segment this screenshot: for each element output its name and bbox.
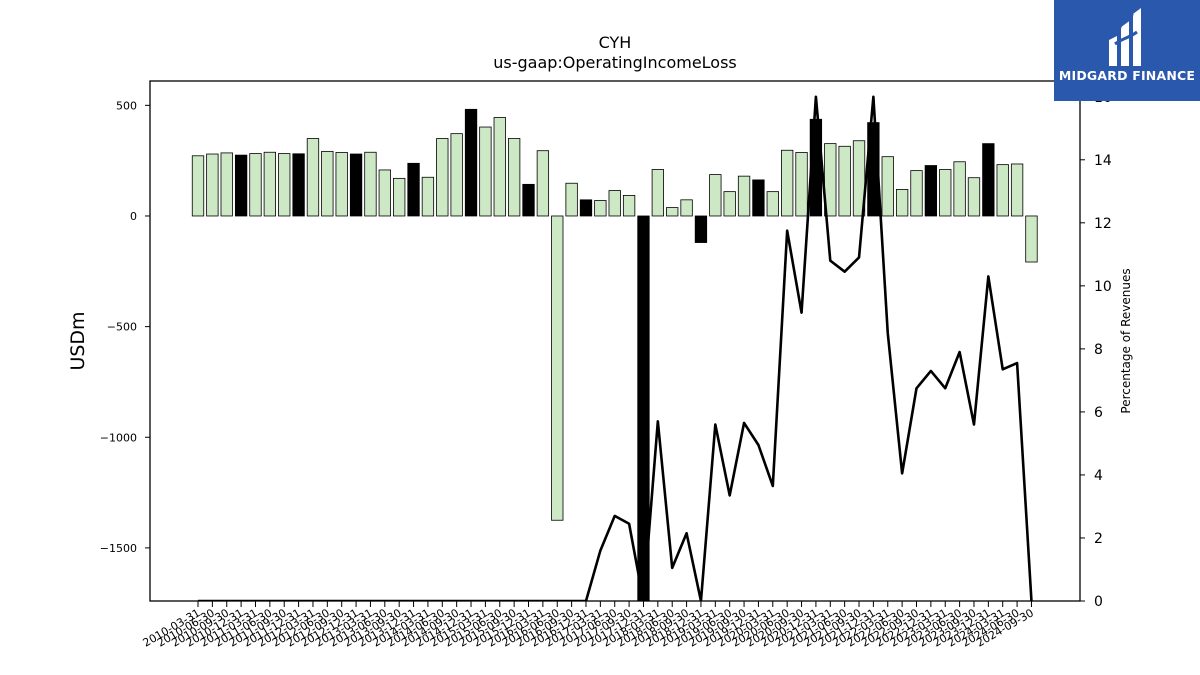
bar-2015-03-31 bbox=[479, 126, 492, 217]
y-tick-label: −1500 bbox=[100, 542, 137, 555]
midgard-logo-icon bbox=[1109, 8, 1141, 66]
bar-2015-12-31 bbox=[522, 183, 535, 217]
bar-2017-06-30 bbox=[608, 190, 621, 217]
bar-2014-03-31 bbox=[421, 176, 435, 217]
bar-2017-03-31 bbox=[594, 200, 607, 217]
bar-2024-03-31 bbox=[996, 164, 1009, 217]
y-axis-label: USDm bbox=[67, 311, 89, 370]
y2-tick-label: 14 bbox=[1094, 153, 1112, 169]
bar-2019-12-31 bbox=[752, 179, 765, 217]
y-tick-label: −500 bbox=[107, 321, 137, 334]
y2-tick: 12 bbox=[1080, 216, 1112, 232]
y2-tick-label: 2 bbox=[1094, 531, 1103, 547]
y2-tick: 4 bbox=[1080, 468, 1103, 484]
bar-2013-09-30 bbox=[393, 177, 406, 217]
bar-2021-03-31 bbox=[824, 143, 837, 217]
x-axis-ticks: 2010-03-312010-06-302010-09-302010-12-31… bbox=[141, 601, 1036, 650]
bar-2013-03-31 bbox=[364, 151, 377, 217]
y-tick: −1500 bbox=[100, 542, 150, 555]
y2-tick-label: 6 bbox=[1094, 405, 1103, 421]
bar-2023-03-31 bbox=[939, 169, 952, 217]
bar-2015-06-30 bbox=[493, 117, 506, 217]
chart-title: CYH bbox=[599, 33, 632, 52]
y2-tick: 14 bbox=[1080, 153, 1112, 169]
bar-2024-06-30 bbox=[1010, 163, 1024, 217]
bar-2010-03-31 bbox=[191, 155, 205, 217]
bar-2016-09-30 bbox=[565, 182, 578, 217]
bar-2020-06-30 bbox=[781, 149, 794, 217]
y-tick: −1000 bbox=[100, 431, 150, 444]
bar-2017-09-30 bbox=[622, 194, 636, 217]
y2-tick: 8 bbox=[1080, 342, 1103, 358]
y2-tick: 0 bbox=[1080, 594, 1103, 610]
bar-2021-06-30 bbox=[838, 145, 851, 217]
bar-2010-06-30 bbox=[206, 153, 219, 217]
bar-2011-03-31 bbox=[249, 153, 262, 217]
y-tick-label: 500 bbox=[116, 99, 137, 112]
y-tick-label: −1000 bbox=[100, 431, 137, 444]
bar-2022-06-30 bbox=[895, 189, 909, 217]
bar-2019-03-31 bbox=[709, 174, 722, 217]
y2-axis-label: Percentage of Revenues bbox=[1119, 268, 1133, 413]
y2-tick: 6 bbox=[1080, 405, 1103, 421]
bar-2016-03-31 bbox=[536, 150, 550, 217]
bar-2022-03-31 bbox=[881, 156, 894, 217]
logo-text: MIDGARD FINANCE bbox=[1058, 68, 1196, 83]
bar-2015-09-30 bbox=[507, 138, 521, 217]
bar-2014-12-31 bbox=[464, 108, 478, 217]
bar-2012-06-30 bbox=[321, 150, 334, 217]
bar-2020-09-30 bbox=[795, 152, 808, 217]
bar-2023-12-31 bbox=[982, 143, 995, 217]
chart-subtitle: us-gaap:OperatingIncomeLoss bbox=[493, 53, 737, 72]
y2-tick-label: 8 bbox=[1094, 342, 1103, 358]
bar-2012-09-30 bbox=[335, 152, 348, 217]
bar-2022-12-31 bbox=[924, 165, 938, 217]
bar-2021-09-30 bbox=[852, 140, 866, 217]
bar-2014-09-30 bbox=[450, 133, 463, 217]
y2-tick-label: 4 bbox=[1094, 468, 1103, 484]
y2-tick: 2 bbox=[1080, 531, 1103, 547]
bar-2018-09-30 bbox=[680, 199, 693, 217]
bar-2012-03-31 bbox=[306, 138, 320, 217]
bar-2018-12-31 bbox=[694, 215, 708, 243]
bar-2016-06-30 bbox=[551, 215, 564, 521]
y2-tick-label: 10 bbox=[1094, 279, 1112, 295]
bar-2020-03-31 bbox=[766, 191, 779, 217]
bar-2010-09-30 bbox=[220, 152, 233, 217]
bar-2024-09-30 bbox=[1025, 215, 1038, 263]
bar-2013-06-30 bbox=[378, 169, 391, 217]
bar-2011-09-30 bbox=[278, 153, 291, 217]
y2-tick: 10 bbox=[1080, 279, 1112, 295]
midgard-finance-logo: MIDGARD FINANCE bbox=[1054, 0, 1200, 101]
y2-tick-label: 0 bbox=[1094, 594, 1103, 610]
bar-2013-12-31 bbox=[407, 162, 420, 217]
percentage-of-revenues-line bbox=[198, 95, 1033, 601]
y2-tick-label: 12 bbox=[1094, 216, 1112, 232]
bar-2019-09-30 bbox=[737, 175, 751, 217]
bar-2016-12-31 bbox=[579, 199, 593, 217]
bar-2011-06-30 bbox=[263, 151, 277, 217]
y-axis-ticks: 500 0 −500 −1000 −1500 bbox=[100, 99, 150, 555]
bar-2023-06-30 bbox=[953, 161, 966, 217]
y-tick: 500 bbox=[116, 99, 150, 112]
bar-2019-06-30 bbox=[723, 191, 736, 217]
bar-2018-03-31 bbox=[651, 169, 664, 217]
y-tick: 0 bbox=[130, 210, 150, 223]
bar-2014-06-30 bbox=[436, 138, 449, 217]
bar-2012-12-31 bbox=[349, 153, 363, 217]
plot-area bbox=[191, 95, 1038, 602]
y2-axis-ticks: 0246810121416 bbox=[1080, 90, 1112, 610]
bar-2022-09-30 bbox=[910, 170, 923, 217]
bar-2023-09-30 bbox=[967, 177, 981, 217]
bar-2018-06-30 bbox=[666, 207, 679, 217]
y-tick-label: 0 bbox=[130, 210, 137, 223]
bar-2011-12-31 bbox=[292, 153, 305, 217]
bar-2010-12-31 bbox=[234, 154, 248, 217]
y-tick: −500 bbox=[107, 321, 150, 334]
